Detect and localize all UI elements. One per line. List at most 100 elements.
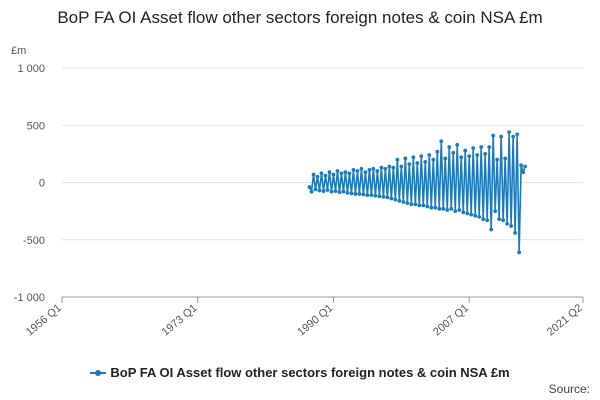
data-point (517, 250, 522, 255)
data-point (345, 190, 350, 195)
data-point (395, 157, 400, 162)
data-point (367, 168, 372, 172)
data-point (321, 189, 326, 193)
data-point (329, 189, 334, 194)
data-point (457, 208, 462, 212)
data-point (503, 156, 508, 161)
data-point (327, 170, 332, 175)
data-point (511, 134, 516, 139)
data-point (445, 208, 450, 212)
y-tick-label: -500 (23, 235, 45, 247)
data-point (353, 192, 358, 196)
data-point (513, 230, 518, 235)
x-tick-label: 2021 Q2 (545, 302, 585, 338)
data-point (515, 132, 520, 137)
data-point (317, 188, 322, 193)
data-point (421, 203, 426, 208)
data-point (455, 142, 460, 147)
data-point (375, 169, 380, 173)
data-point (331, 172, 336, 177)
data-point (381, 194, 386, 199)
data-point (461, 210, 466, 215)
data-point (315, 174, 320, 179)
legend[interactable]: BoP FA OI Asset flow other sectors forei… (0, 365, 600, 380)
data-point (431, 157, 436, 162)
data-point (487, 145, 492, 149)
data-point (447, 145, 452, 149)
data-point (507, 130, 512, 135)
data-point (313, 187, 318, 192)
data-point (399, 164, 404, 169)
data-point (485, 218, 490, 223)
data-point (409, 202, 414, 207)
data-point (365, 193, 370, 197)
data-point (495, 157, 500, 162)
data-point (491, 133, 496, 138)
data-point (307, 185, 312, 189)
data-point (429, 205, 434, 210)
data-point (397, 198, 402, 203)
data-point (401, 200, 406, 204)
data-point (435, 149, 440, 154)
data-point (411, 155, 416, 160)
data-point (379, 165, 384, 170)
data-point (423, 159, 428, 164)
data-point (405, 201, 410, 206)
data-point (425, 204, 430, 209)
data-point (415, 161, 420, 165)
y-tick-label: 500 (27, 120, 45, 132)
data-point (497, 217, 502, 222)
data-point (339, 171, 344, 176)
data-point (501, 218, 506, 223)
data-point (451, 150, 456, 155)
data-point (311, 172, 316, 177)
data-point (373, 193, 378, 198)
data-point (403, 156, 408, 161)
x-tick-label: 1973 Q1 (160, 302, 200, 338)
y-axis-unit-label: £m (11, 45, 27, 57)
data-point (383, 166, 388, 171)
data-point (523, 164, 528, 169)
series-points (307, 130, 528, 255)
data-point (439, 139, 444, 144)
source-label: Source: (548, 382, 590, 396)
data-point (471, 146, 476, 151)
data-point (437, 206, 442, 211)
data-point (519, 163, 524, 168)
data-point (387, 164, 392, 169)
data-point (417, 203, 422, 208)
data-point (475, 153, 480, 157)
data-point (467, 154, 472, 159)
data-point (347, 171, 352, 176)
data-point (359, 166, 364, 171)
data-point (489, 227, 494, 232)
data-point (323, 173, 328, 178)
data-point (441, 206, 446, 211)
data-point (385, 195, 390, 200)
data-point (349, 191, 354, 196)
data-point (371, 166, 376, 171)
data-point (319, 171, 324, 176)
data-point (453, 209, 458, 214)
data-point (361, 192, 366, 197)
data-point (505, 221, 510, 226)
data-point (443, 156, 448, 161)
data-point (363, 170, 368, 175)
data-point (413, 202, 418, 207)
data-point (369, 193, 374, 197)
data-point (459, 155, 464, 160)
data-point (419, 154, 424, 159)
data-point (483, 151, 488, 156)
data-point (341, 189, 346, 194)
data-point (469, 212, 474, 217)
data-point (407, 162, 412, 167)
data-point (465, 211, 470, 216)
x-tick-label: 1956 Q1 (24, 302, 64, 338)
data-point (479, 145, 484, 149)
chart-title: BoP FA OI Asset flow other sectors forei… (57, 8, 543, 27)
data-point (343, 170, 348, 175)
legend-line-marker-icon (90, 369, 107, 376)
data-point (309, 189, 314, 194)
data-point (427, 153, 432, 157)
